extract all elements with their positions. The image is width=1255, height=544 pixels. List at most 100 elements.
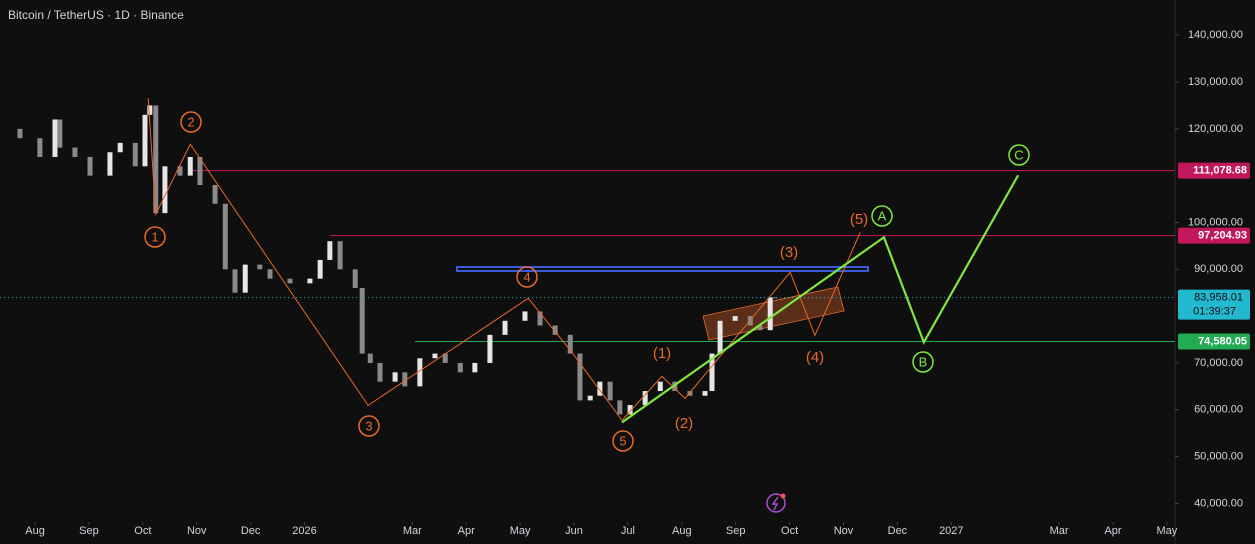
candle (757, 325, 763, 331)
candle (117, 142, 123, 153)
candle (377, 362, 383, 382)
x-tick-label: Mar (1050, 525, 1069, 537)
wave-label: (1) (653, 345, 671, 362)
x-tick-label: Apr (458, 525, 475, 537)
wave-circle (516, 266, 538, 288)
x-tick-label: May (1157, 525, 1178, 537)
wave-label: (2) (675, 415, 693, 432)
flag-box (702, 286, 845, 341)
wave-line (621, 174, 1020, 424)
wave-line (147, 98, 623, 421)
candle (337, 241, 343, 270)
y-tick-label: 50,000.00 (1194, 450, 1243, 462)
x-tick-label: Sep (726, 525, 746, 537)
wave-label: 5 (619, 433, 626, 448)
icon (766, 493, 786, 513)
candle (52, 119, 58, 157)
wave-label: A (878, 208, 887, 223)
candle (627, 405, 633, 415)
candle (642, 391, 648, 406)
candle (522, 311, 528, 321)
candle (222, 203, 228, 270)
candle (487, 334, 493, 363)
x-tick-label: 2026 (292, 525, 316, 537)
wave-label: C (1014, 147, 1023, 162)
wave-label: (5) (850, 211, 868, 228)
candle (37, 138, 43, 157)
candle (457, 362, 463, 373)
wave-label: 2 (187, 114, 194, 129)
candle (709, 353, 715, 392)
price-label: 74,580.05 (1198, 335, 1247, 347)
y-tick-label: 140,000.00 (1188, 29, 1243, 41)
x-tick-label: Nov (187, 525, 207, 537)
candle (772, 297, 778, 299)
wave-line (621, 232, 861, 421)
candle (367, 353, 373, 363)
candle (597, 381, 603, 396)
candle (352, 269, 358, 289)
y-tick-label: 60,000.00 (1194, 404, 1243, 416)
candle (287, 278, 293, 284)
x-tick-label: Jun (565, 525, 583, 537)
wave-circle (144, 226, 166, 248)
candle (502, 320, 508, 335)
candle (232, 269, 238, 293)
x-tick-label: Jul (621, 525, 635, 537)
candle (402, 372, 408, 387)
countdown: 01:39:37 (1193, 305, 1236, 317)
candle (567, 334, 573, 354)
candle (147, 105, 153, 115)
candle (107, 152, 113, 176)
candle (767, 297, 773, 331)
wave-circle (358, 415, 380, 437)
x-tick-label: Oct (781, 525, 798, 537)
candle (617, 400, 623, 415)
candle (212, 185, 218, 204)
wave-circle (180, 111, 202, 133)
candle (472, 362, 478, 373)
candle (142, 114, 148, 167)
wave-label: (4) (806, 349, 824, 366)
price-label-bg (1178, 333, 1250, 350)
wave-label: 1 (151, 229, 158, 244)
candle (187, 156, 193, 176)
x-tick-label: Apr (1104, 525, 1121, 537)
x-tick-label: Oct (134, 525, 151, 537)
candle (17, 128, 23, 139)
candle (537, 311, 543, 326)
candle (702, 391, 708, 396)
x-tick-label: 2027 (939, 525, 963, 537)
wave-circle (1008, 144, 1030, 166)
y-tick-label: 90,000.00 (1194, 263, 1243, 275)
candle (132, 142, 138, 167)
candle (732, 316, 738, 321)
y-tick-label: 40,000.00 (1194, 497, 1243, 509)
x-tick-label: Mar (403, 525, 422, 537)
x-tick-label: Nov (834, 525, 854, 537)
candle (359, 288, 365, 354)
wave-circle (912, 351, 934, 373)
y-tick-label: 70,000.00 (1194, 357, 1243, 369)
x-tick-label: Sep (79, 525, 99, 537)
wave-circle (871, 205, 893, 227)
candle (72, 147, 78, 157)
candle (257, 264, 263, 270)
candle (57, 119, 63, 148)
wave-label: 3 (365, 418, 372, 433)
price-label: 111,078.68 (1193, 165, 1247, 177)
x-tick-label: Aug (25, 525, 45, 537)
wave-label: B (919, 354, 928, 369)
wave-circle (612, 430, 634, 452)
candle (327, 241, 333, 260)
candle (307, 278, 313, 284)
last-price-label: 83,958.01 (1194, 291, 1243, 303)
candle (87, 156, 93, 176)
candle (153, 105, 159, 214)
candle (442, 353, 448, 363)
candle (587, 395, 593, 401)
y-tick-label: 120,000.00 (1188, 123, 1243, 135)
wave-label: (3) (780, 244, 798, 261)
candle (317, 259, 323, 279)
